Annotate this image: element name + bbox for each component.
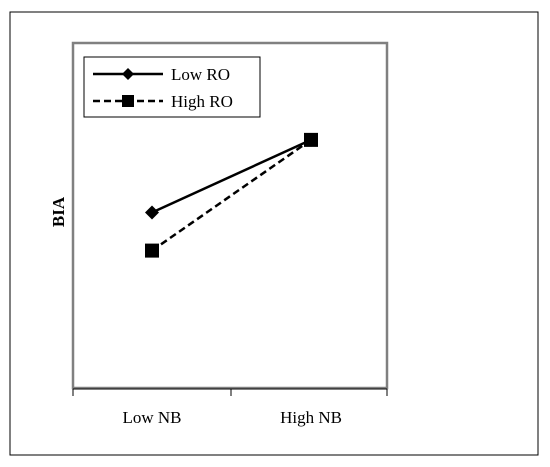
series-high-ro-point-high-nb — [304, 132, 318, 147]
x-tick-label-high-nb: High NB — [280, 408, 342, 427]
series-low-ro-line — [151, 138, 312, 214]
series-low-ro-point-low-nb — [145, 205, 159, 220]
legend-swatch-high-ro-marker — [122, 95, 134, 107]
y-axis-label: BIA — [49, 196, 68, 227]
legend-box — [83, 56, 261, 118]
legend: Low RO High RO — [83, 56, 261, 118]
series-high-ro-point-low-nb — [145, 243, 159, 258]
legend-label-high-ro: High RO — [171, 92, 233, 111]
legend-swatch-low-ro-marker — [122, 68, 134, 80]
legend-label-low-ro: Low RO — [171, 65, 230, 84]
x-tick-label-low-nb: Low NB — [122, 408, 181, 427]
